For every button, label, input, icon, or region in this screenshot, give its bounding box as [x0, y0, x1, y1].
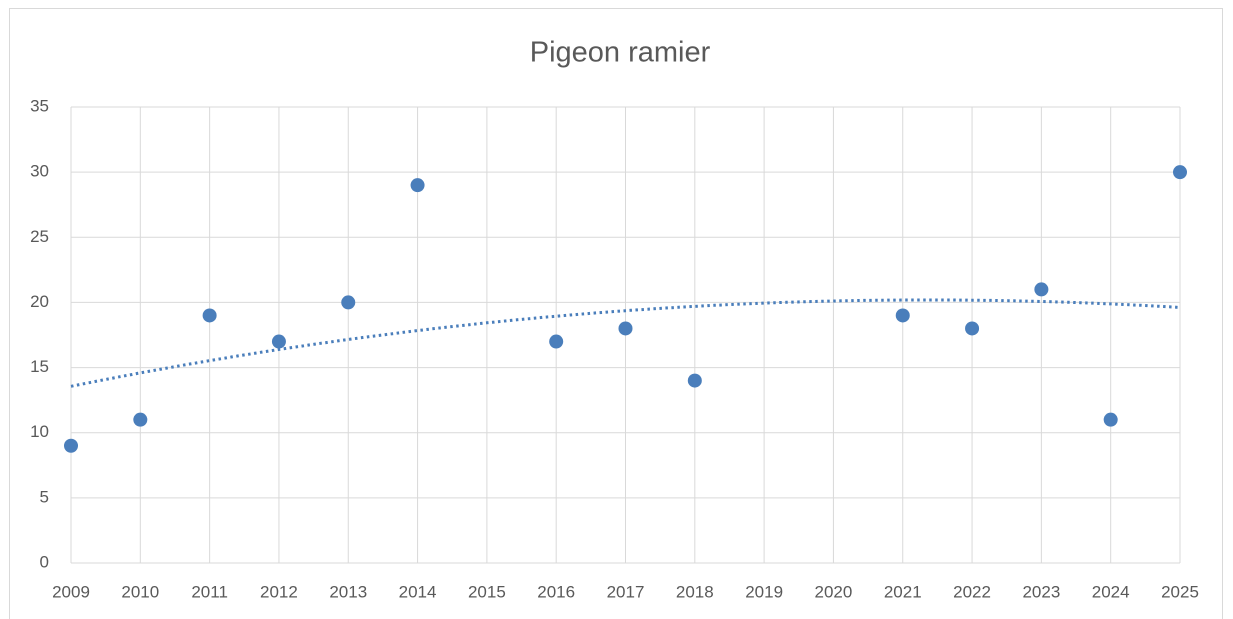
- point: [1034, 282, 1049, 297]
- x-tick-label: 2015: [468, 582, 506, 601]
- point: [687, 373, 702, 388]
- y-tick-label: 25: [30, 227, 49, 246]
- x-tick-label: 2020: [815, 582, 853, 601]
- x-tick-label: 2009: [52, 582, 90, 601]
- x-tick-label: 2021: [884, 582, 922, 601]
- x-tick-label: 2023: [1022, 582, 1060, 601]
- point: [410, 178, 425, 193]
- point: [64, 438, 78, 453]
- point: [1103, 412, 1118, 427]
- x-tick-label: 2010: [121, 582, 159, 601]
- point: [133, 412, 148, 427]
- trendline: [70, 298, 1181, 388]
- y-tick-label: 0: [40, 552, 49, 571]
- chart-border: [9, 8, 1223, 619]
- point: [618, 321, 633, 336]
- y-tick-label: 20: [30, 292, 49, 311]
- x-tick-label: 2018: [676, 582, 714, 601]
- point: [895, 308, 910, 323]
- x-tick-label: 2024: [1092, 582, 1130, 601]
- point: [271, 334, 286, 349]
- x-tick-label: 2011: [191, 582, 228, 601]
- x-tick-label: 2013: [329, 582, 367, 601]
- y-tick-label: 5: [40, 487, 49, 506]
- y-tick-label: 10: [30, 422, 49, 441]
- x-tick-label: 2025: [1161, 582, 1199, 601]
- chart-title: Pigeon ramier: [530, 37, 711, 69]
- x-tick-label: 2012: [260, 582, 298, 601]
- x-tick-label: 2017: [607, 582, 645, 601]
- y-tick-label: 15: [30, 357, 49, 376]
- x-tick-label: 2016: [537, 582, 575, 601]
- x-tick-label: 2014: [399, 582, 437, 601]
- point: [1173, 165, 1187, 180]
- point: [965, 321, 980, 336]
- x-tick-label: 2019: [745, 582, 783, 601]
- y-tick-label: 30: [30, 162, 49, 181]
- point: [549, 334, 564, 349]
- y-tick-label: 35: [30, 96, 49, 115]
- x-tick-label: 2022: [953, 582, 991, 601]
- point: [341, 295, 356, 310]
- point: [202, 308, 217, 323]
